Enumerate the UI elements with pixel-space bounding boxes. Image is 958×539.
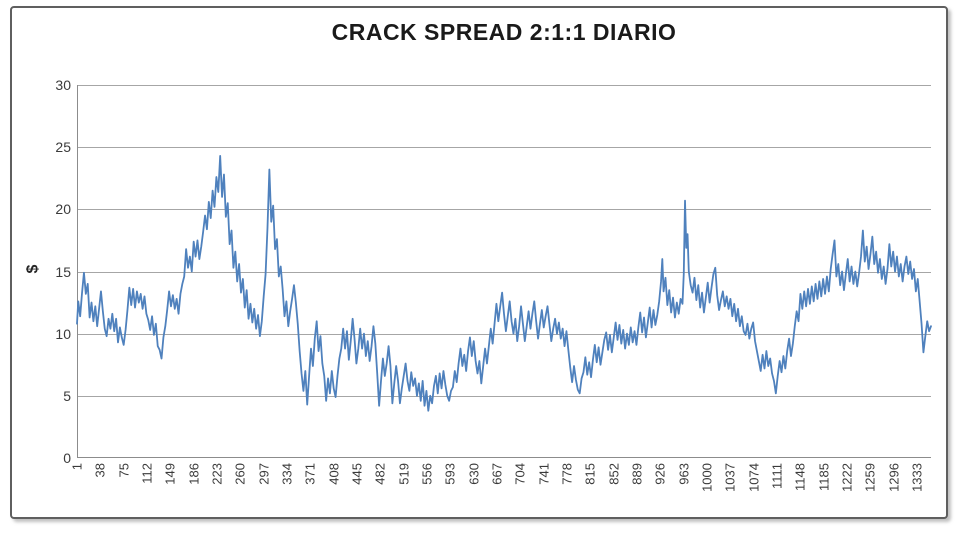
x-tick-label: 260 (232, 463, 248, 485)
x-tick-label: 38 (92, 463, 108, 478)
x-tick-label: 1037 (722, 463, 738, 492)
y-tick-label: 0 (63, 450, 71, 466)
y-tick-label: 20 (55, 201, 71, 218)
x-tick-label: 297 (256, 463, 272, 485)
y-tick-label: 25 (55, 139, 71, 156)
x-tick-label: 149 (162, 463, 178, 485)
series-line (76, 154, 932, 412)
x-tick-label: 482 (372, 463, 388, 485)
x-tick-label: 593 (442, 463, 458, 485)
x-tick-label: 1259 (862, 463, 878, 492)
chart-frame: CRACK SPREAD 2:1:1 DIARIO $ 0 5 10 15 20 25 30… (10, 6, 948, 519)
x-tick-label: 186 (186, 463, 202, 485)
y-tick-label: 30 (55, 77, 71, 93)
x-tick-label: 519 (396, 463, 412, 485)
x-tick-label: 112 (139, 463, 155, 484)
x-tick-label: 852 (606, 463, 622, 485)
x-tick-label: 963 (676, 463, 692, 485)
x-tick-label: 704 (512, 463, 528, 485)
x-tick-label: 1148 (792, 463, 808, 491)
x-tick-label: 1296 (886, 463, 902, 492)
x-tick-label: 889 (629, 463, 645, 485)
x-tick-label: 1222 (839, 463, 855, 492)
x-tick-label: 1333 (909, 463, 925, 492)
x-tick-label: 445 (349, 463, 365, 485)
y-tick-label: 15 (55, 263, 71, 280)
chart-title: CRACK SPREAD 2:1:1 DIARIO (331, 19, 677, 45)
x-tick-label: 815 (582, 463, 598, 485)
x-tick-label: 334 (279, 463, 295, 485)
y-tick-label: 10 (55, 325, 71, 342)
x-tick-label: 556 (419, 463, 435, 485)
x-tick-label: 223 (209, 463, 225, 485)
x-tick-label: 630 (466, 463, 482, 485)
x-tick-label: 1 (69, 463, 85, 471)
x-tick-label: 741 (536, 463, 552, 485)
x-tick-label: 408 (326, 463, 342, 485)
x-tick-label: 778 (559, 463, 575, 485)
x-tick-label: 1111 (769, 463, 785, 490)
x-tick-label: 1000 (699, 463, 715, 492)
x-tick-label: 1074 (746, 463, 762, 492)
y-tick-label: 5 (63, 387, 71, 404)
x-tick-label: 1185 (816, 463, 832, 491)
x-tick-label: 926 (652, 463, 668, 485)
x-tick-label: 667 (489, 463, 505, 485)
x-tick-label: 75 (116, 463, 132, 478)
x-tick-label: 371 (302, 463, 318, 485)
plot-area (76, 85, 932, 458)
